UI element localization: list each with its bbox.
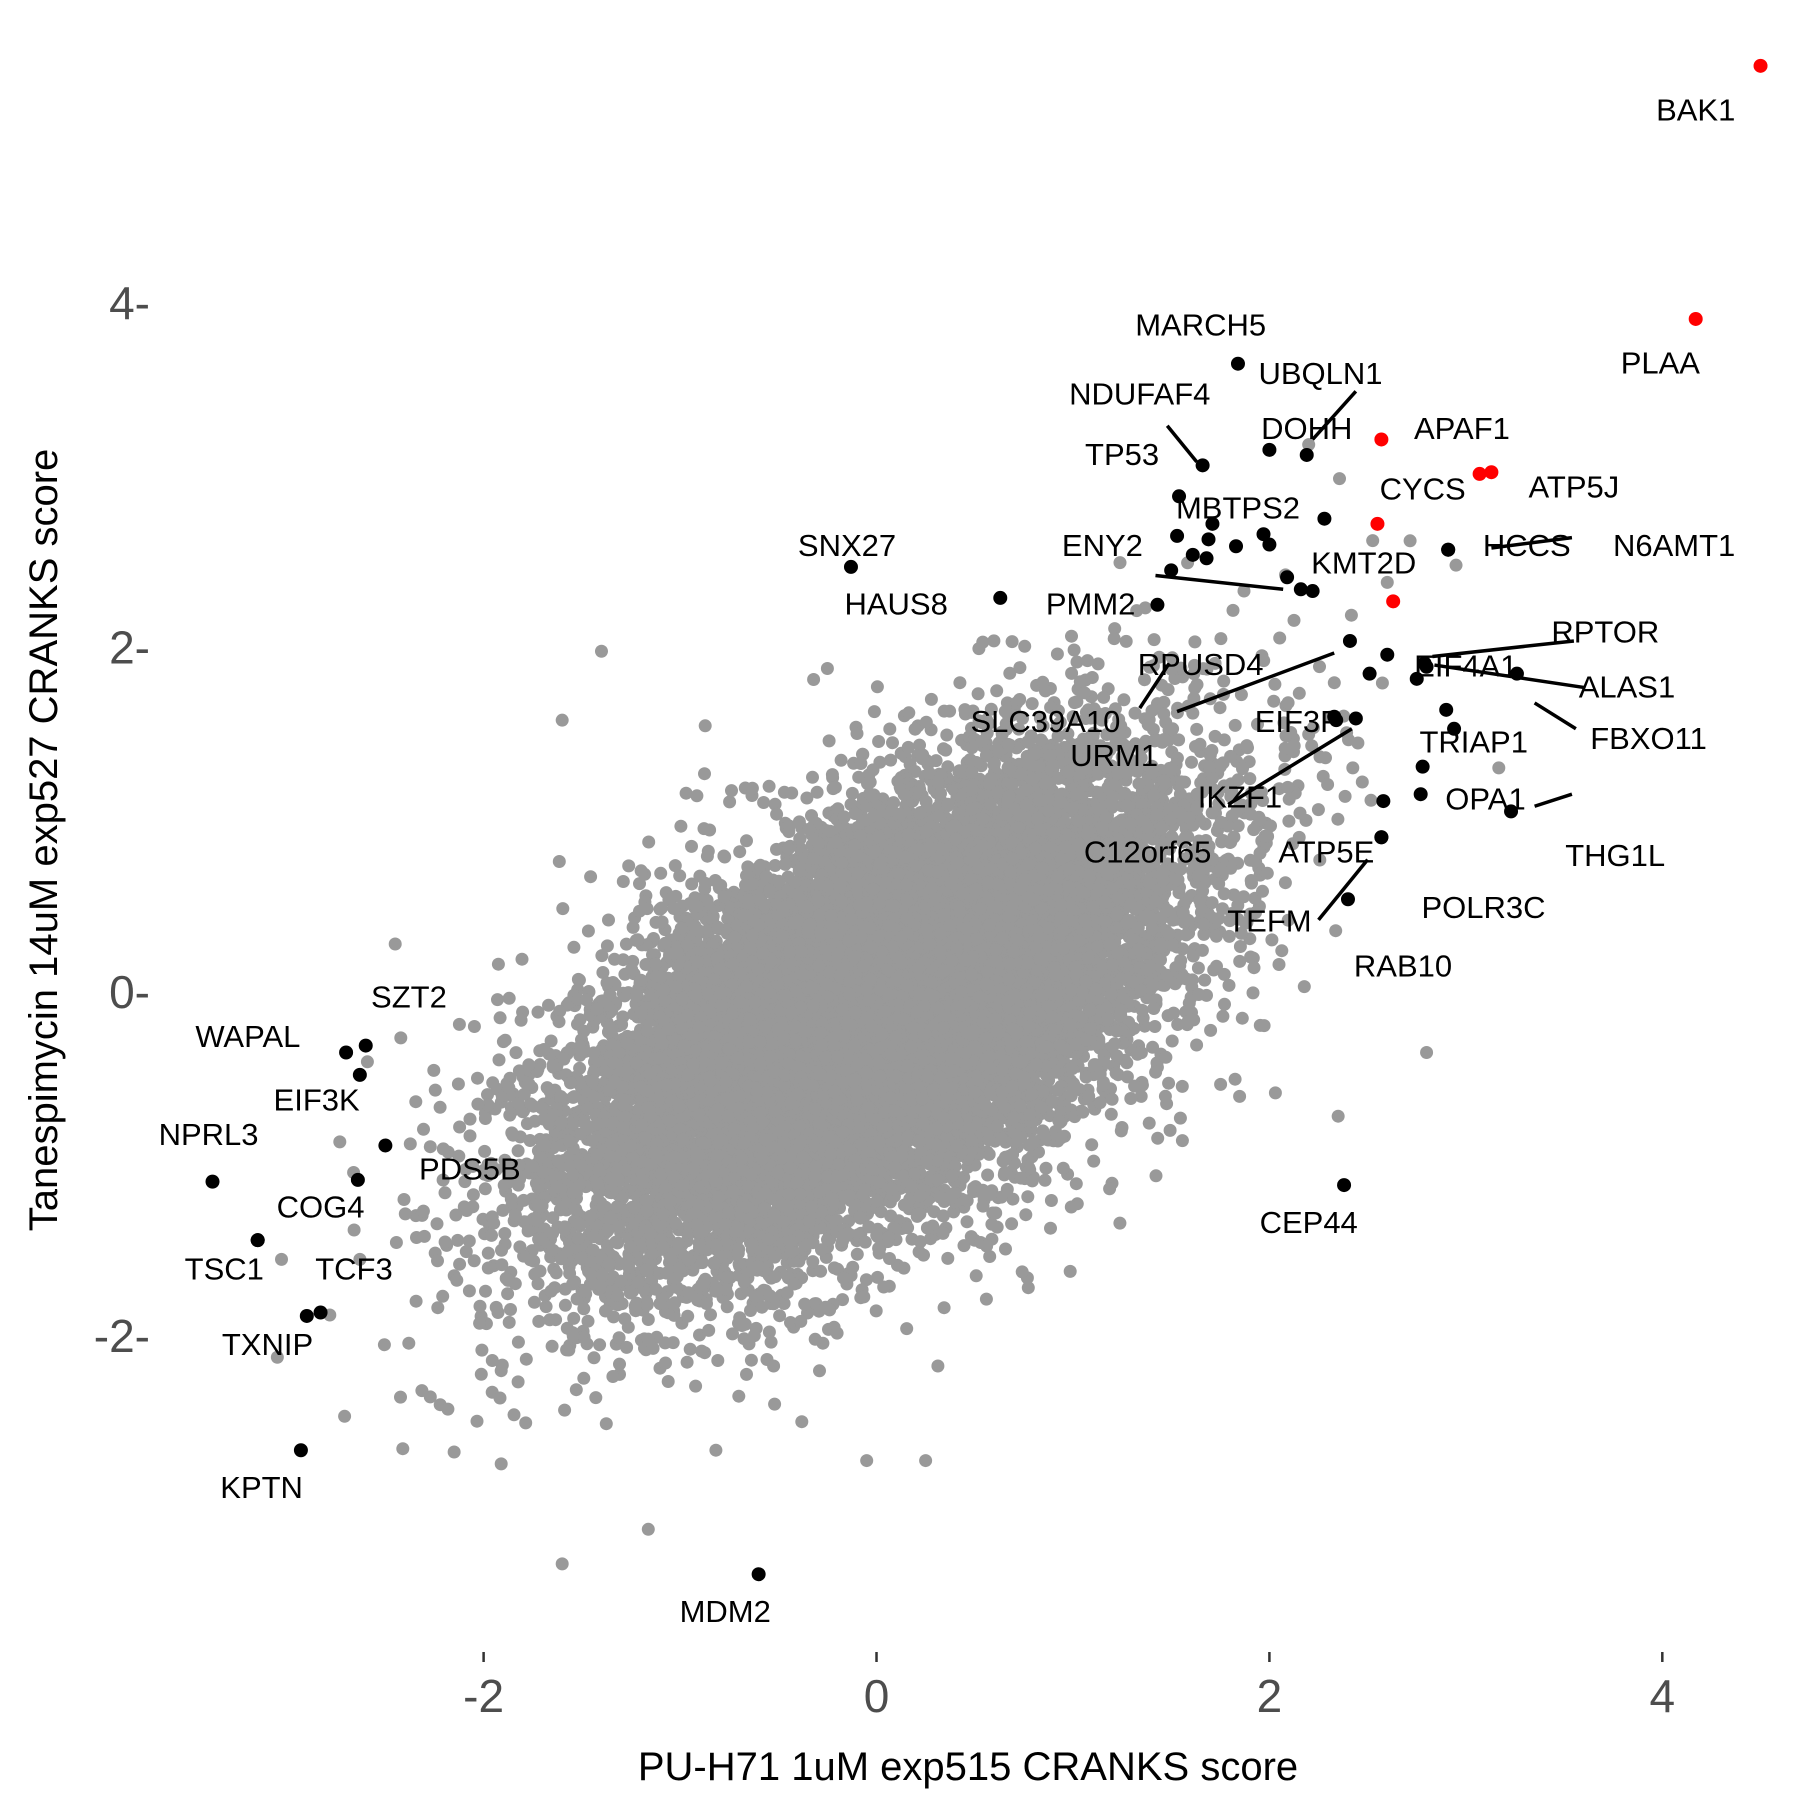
background-point: [581, 924, 595, 938]
background-point: [871, 1270, 884, 1284]
background-point: [539, 1300, 553, 1314]
background-point: [398, 1207, 412, 1221]
background-point: [338, 1409, 352, 1423]
background-point: [1231, 819, 1245, 833]
background-point: [581, 1314, 595, 1328]
background-point: [1038, 1173, 1052, 1187]
background-point: [695, 1344, 709, 1358]
background-point: [1281, 913, 1295, 927]
background-point: [883, 722, 897, 736]
background-point: [1006, 1192, 1020, 1206]
background-point: [1278, 876, 1292, 890]
background-point: [1113, 556, 1127, 570]
background-point: [613, 1357, 626, 1371]
background-point: [511, 1375, 525, 1389]
background-point: [773, 1309, 787, 1323]
background-point: [661, 1375, 675, 1388]
background-point: [641, 1522, 655, 1536]
background-point: [394, 1031, 408, 1045]
background-point: [1293, 806, 1307, 820]
background-point: [1161, 683, 1175, 697]
background-point: [1175, 1134, 1189, 1148]
background-point: [501, 1287, 515, 1301]
background-point: [507, 1408, 521, 1422]
background-point: [462, 1284, 476, 1298]
background-point: [527, 1295, 541, 1309]
background-point: [463, 1129, 477, 1143]
background-point: [462, 1234, 476, 1248]
background-point: [704, 1308, 717, 1322]
background-point: [1119, 634, 1133, 648]
background-point: [433, 1100, 447, 1114]
background-point: [427, 1063, 441, 1077]
background-point: [834, 753, 848, 767]
background-point: [1214, 1077, 1228, 1091]
background-point: [1085, 1138, 1099, 1152]
background-point: [1228, 718, 1242, 732]
background-point: [275, 1252, 288, 1266]
background-point: [1292, 686, 1306, 700]
background-point: [569, 1383, 583, 1397]
background-point: [1311, 803, 1325, 817]
background-point: [377, 1338, 391, 1352]
background-point: [969, 1269, 983, 1283]
background-point: [1313, 660, 1326, 674]
background-point: [1067, 643, 1081, 657]
background-point: [1151, 1131, 1165, 1145]
background-point: [900, 1322, 914, 1336]
background-point: [795, 1415, 809, 1429]
background-point: [1065, 629, 1078, 643]
background-point: [999, 1242, 1012, 1256]
background-point: [436, 1289, 450, 1303]
background-point: [1163, 1123, 1177, 1137]
background-point: [511, 1335, 525, 1349]
background-points: [270, 438, 1506, 1571]
background-point: [616, 1010, 630, 1024]
background-point: [683, 1342, 697, 1356]
background-point: [1091, 657, 1105, 671]
background-point: [396, 1442, 410, 1456]
background-point: [502, 991, 516, 1005]
background-point: [602, 913, 615, 927]
background-point: [924, 692, 938, 706]
background-point: [474, 1367, 488, 1381]
background-point: [519, 1416, 533, 1430]
background-point: [971, 687, 985, 701]
background-point: [680, 1355, 694, 1369]
background-point: [438, 1186, 452, 1200]
background-point: [1005, 1217, 1019, 1231]
background-point: [1351, 736, 1365, 750]
background-point: [1185, 755, 1198, 769]
background-point: [416, 1204, 430, 1218]
background-point: [785, 786, 799, 800]
background-point: [733, 845, 747, 859]
background-point: [1113, 1216, 1127, 1230]
background-point: [397, 1193, 411, 1206]
